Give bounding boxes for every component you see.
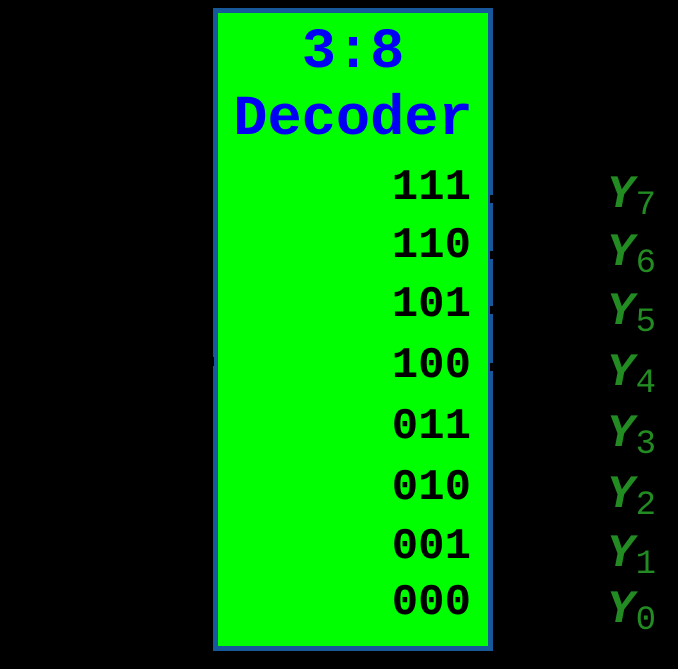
decoder-title-ratio: 3:8 bbox=[301, 20, 405, 85]
output-name: Y bbox=[607, 347, 635, 399]
binary-code-label: 100 bbox=[391, 341, 471, 391]
output-label: Y 4 bbox=[607, 343, 656, 403]
output-name: Y bbox=[607, 408, 635, 460]
output-wire-stub bbox=[490, 195, 497, 203]
output-subscript: 1 bbox=[635, 546, 657, 584]
output-name: Y bbox=[607, 169, 635, 221]
binary-code-label: 101 bbox=[391, 280, 471, 330]
output-label: Y 6 bbox=[607, 223, 656, 283]
output-name: Y bbox=[607, 286, 635, 338]
output-label: Y 2 bbox=[607, 465, 656, 525]
output-subscript: 5 bbox=[635, 304, 657, 342]
output-name: Y bbox=[607, 528, 635, 580]
output-name: Y bbox=[607, 227, 635, 279]
binary-code-label: 011 bbox=[391, 402, 471, 452]
binary-code-label: 010 bbox=[391, 463, 471, 513]
output-subscript: 2 bbox=[635, 487, 657, 525]
decoder-title-label: Decoder bbox=[233, 87, 473, 152]
output-name: Y bbox=[607, 469, 635, 521]
output-label: Y 0 bbox=[607, 580, 656, 640]
output-label: Y 1 bbox=[607, 524, 656, 584]
output-name: Y bbox=[607, 584, 635, 636]
output-label: Y 7 bbox=[607, 165, 656, 225]
binary-code-label: 110 bbox=[391, 221, 471, 271]
output-wire-stub bbox=[490, 251, 497, 259]
decoder-block bbox=[213, 8, 493, 651]
output-subscript: 6 bbox=[635, 245, 657, 283]
binary-code-label: 000 bbox=[391, 578, 471, 628]
binary-code-label: 111 bbox=[391, 163, 471, 213]
output-subscript: 4 bbox=[635, 365, 657, 403]
output-subscript: 0 bbox=[635, 602, 657, 640]
output-wire-stub bbox=[490, 363, 497, 371]
binary-code-label: 001 bbox=[391, 522, 471, 572]
output-label: Y 3 bbox=[607, 404, 656, 464]
output-wire-stub bbox=[490, 306, 497, 314]
input-wire-stub bbox=[209, 357, 214, 366]
output-label: Y 5 bbox=[607, 282, 656, 342]
output-subscript: 3 bbox=[635, 426, 657, 464]
output-subscript: 7 bbox=[635, 187, 657, 225]
